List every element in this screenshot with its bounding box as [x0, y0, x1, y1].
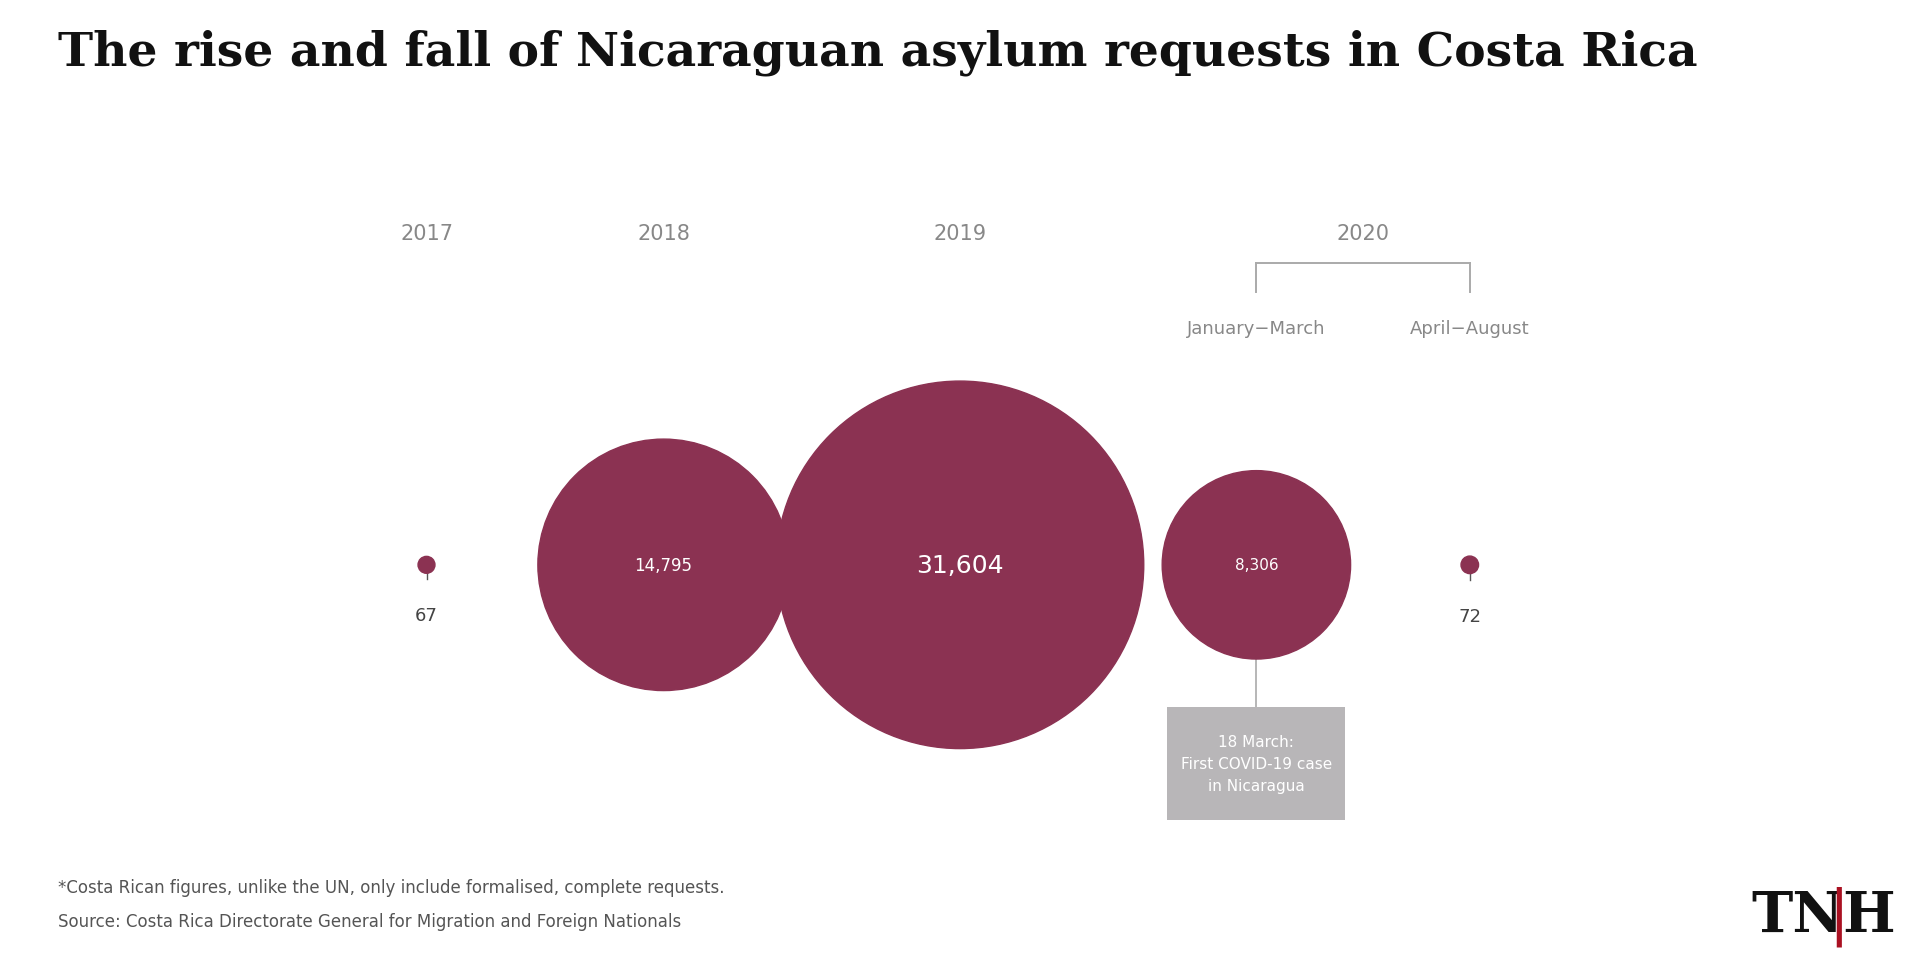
Text: TNH: TNH: [1751, 889, 1895, 943]
Text: April−August: April−August: [1409, 320, 1530, 337]
Text: 8,306: 8,306: [1235, 558, 1279, 573]
Text: 2019: 2019: [933, 224, 987, 243]
Text: The rise and fall of Nicaraguan asylum requests in Costa Rica: The rise and fall of Nicaraguan asylum r…: [58, 29, 1697, 76]
Circle shape: [1162, 471, 1350, 659]
Text: 18 March:
First COVID-19 case
in Nicaragua: 18 March: First COVID-19 case in Nicarag…: [1181, 734, 1332, 794]
Text: |: |: [1828, 886, 1849, 946]
Circle shape: [419, 557, 436, 574]
Text: 2017: 2017: [399, 224, 453, 243]
FancyBboxPatch shape: [1167, 707, 1346, 820]
Text: January−March: January−March: [1187, 320, 1325, 337]
Text: 2018: 2018: [637, 224, 689, 243]
Text: Source: Costa Rica Directorate General for Migration and Foreign Nationals: Source: Costa Rica Directorate General f…: [58, 912, 682, 930]
Circle shape: [776, 382, 1144, 749]
Text: 31,604: 31,604: [916, 553, 1004, 578]
Text: 67: 67: [415, 607, 438, 625]
Text: 2020: 2020: [1336, 224, 1390, 243]
Text: 72: 72: [1459, 608, 1482, 625]
Circle shape: [538, 440, 789, 691]
Text: *Costa Rican figures, unlike the UN, only include formalised, complete requests.: *Costa Rican figures, unlike the UN, onl…: [58, 878, 724, 896]
Circle shape: [1461, 556, 1478, 574]
Text: 14,795: 14,795: [636, 556, 693, 575]
